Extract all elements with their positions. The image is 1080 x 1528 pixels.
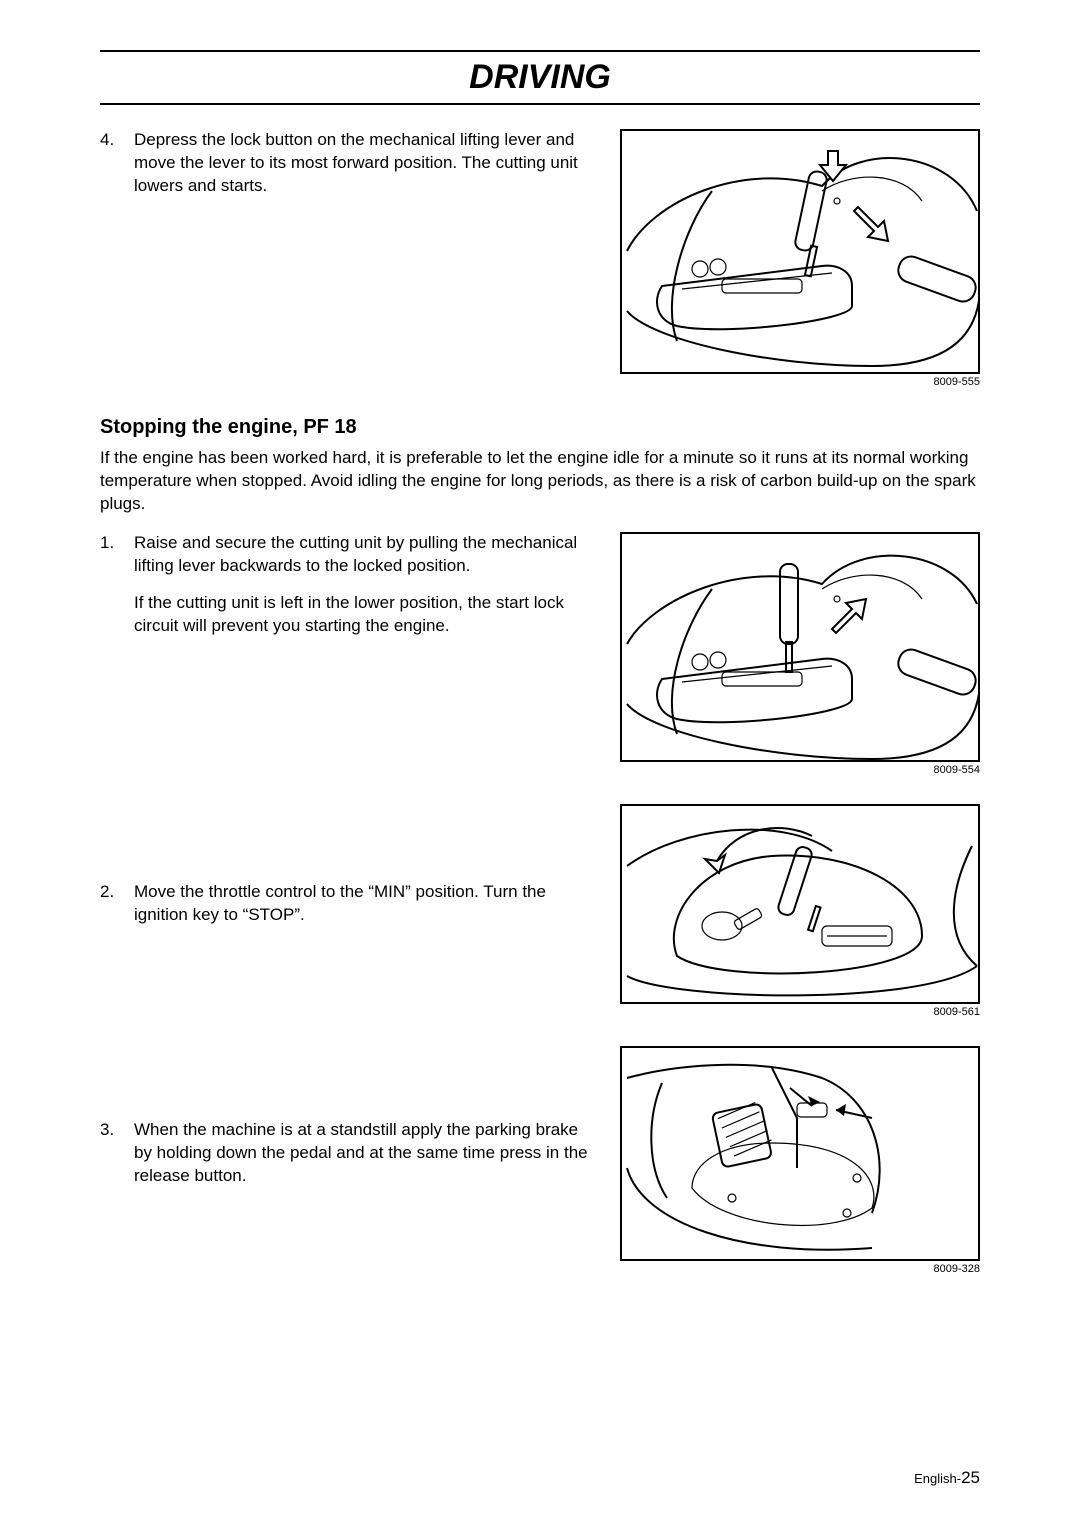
step-4-text: Depress the lock button on the mechanica… xyxy=(134,129,600,198)
step-4-num: 4. xyxy=(100,129,134,198)
figure-3-caption: 8009-561 xyxy=(620,1006,980,1018)
step-1: 1. Raise and secure the cutting unit by … xyxy=(100,532,600,638)
step-2-text: Move the throttle control to the “MIN” p… xyxy=(134,881,600,927)
figure-lever-forward xyxy=(620,129,980,374)
footer-page-number: 25 xyxy=(961,1468,980,1487)
page-footer: English-25 xyxy=(914,1468,980,1488)
heading-stopping-engine: Stopping the engine, PF 18 xyxy=(100,416,980,439)
step-1-text-b: If the cutting unit is left in the lower… xyxy=(134,592,600,638)
step-3-num: 3. xyxy=(100,1119,134,1188)
figure-throttle-key xyxy=(620,804,980,1004)
step-4: 4. Depress the lock button on the mechan… xyxy=(100,129,600,198)
step-1-num: 1. xyxy=(100,532,134,638)
figure-2-caption: 8009-554 xyxy=(620,764,980,776)
step-3-text: When the machine is at a standstill appl… xyxy=(134,1119,600,1188)
step-2: 2. Move the throttle control to the “MIN… xyxy=(100,881,600,927)
step-2-num: 2. xyxy=(100,881,134,927)
footer-label: English- xyxy=(914,1471,961,1486)
figure-4-caption: 8009-328 xyxy=(620,1263,980,1275)
figure-parking-brake xyxy=(620,1046,980,1261)
step-3: 3. When the machine is at a standstill a… xyxy=(100,1119,600,1188)
page-title: DRIVING xyxy=(100,52,980,103)
intro-stopping-engine: If the engine has been worked hard, it i… xyxy=(100,447,980,516)
step-1-text-a: Raise and secure the cutting unit by pul… xyxy=(134,532,600,578)
figure-1-caption: 8009-555 xyxy=(620,376,980,388)
figure-lever-back xyxy=(620,532,980,762)
